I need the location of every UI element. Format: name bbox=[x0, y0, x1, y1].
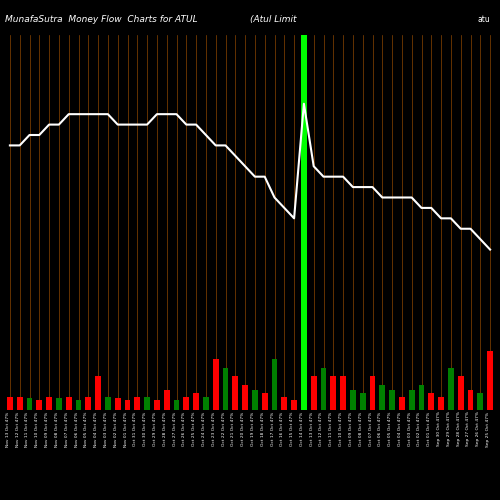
Bar bbox=[7, 396, 13, 410]
Bar bbox=[320, 368, 326, 410]
Bar bbox=[17, 396, 22, 410]
Bar bbox=[301, 35, 307, 410]
Bar bbox=[26, 398, 32, 410]
Bar bbox=[144, 396, 150, 410]
Bar bbox=[115, 398, 120, 410]
Bar bbox=[252, 390, 258, 410]
Bar bbox=[487, 351, 493, 410]
Bar bbox=[291, 400, 297, 410]
Bar bbox=[203, 396, 209, 410]
Bar bbox=[448, 368, 454, 410]
Bar bbox=[124, 400, 130, 410]
Bar bbox=[95, 376, 101, 410]
Bar bbox=[174, 400, 180, 410]
Bar bbox=[282, 396, 287, 410]
Bar bbox=[242, 384, 248, 410]
Bar bbox=[272, 360, 278, 410]
Text: (Atul Limit: (Atul Limit bbox=[250, 15, 296, 24]
Bar bbox=[340, 376, 346, 410]
Bar bbox=[213, 360, 218, 410]
Bar bbox=[478, 393, 483, 410]
Bar bbox=[409, 390, 414, 410]
Bar bbox=[56, 398, 62, 410]
Bar bbox=[428, 393, 434, 410]
Bar bbox=[438, 396, 444, 410]
Bar bbox=[360, 393, 366, 410]
Bar bbox=[458, 376, 464, 410]
Bar bbox=[193, 393, 199, 410]
Bar bbox=[311, 376, 316, 410]
Bar bbox=[330, 376, 336, 410]
Bar bbox=[350, 390, 356, 410]
Bar bbox=[222, 368, 228, 410]
Text: atu: atu bbox=[477, 15, 490, 24]
Bar bbox=[105, 396, 111, 410]
Bar bbox=[468, 390, 473, 410]
Bar bbox=[370, 376, 376, 410]
Bar bbox=[164, 390, 170, 410]
Bar bbox=[46, 396, 52, 410]
Bar bbox=[232, 376, 238, 410]
Bar bbox=[36, 400, 42, 410]
Bar bbox=[134, 396, 140, 410]
Bar bbox=[380, 384, 385, 410]
Bar bbox=[154, 400, 160, 410]
Bar bbox=[399, 396, 405, 410]
Bar bbox=[389, 390, 395, 410]
Bar bbox=[86, 396, 91, 410]
Bar bbox=[66, 396, 71, 410]
Bar bbox=[76, 400, 82, 410]
Bar bbox=[418, 384, 424, 410]
Text: MunafaSutra  Money Flow  Charts for ATUL: MunafaSutra Money Flow Charts for ATUL bbox=[5, 15, 198, 24]
Bar bbox=[262, 393, 268, 410]
Bar bbox=[184, 396, 189, 410]
